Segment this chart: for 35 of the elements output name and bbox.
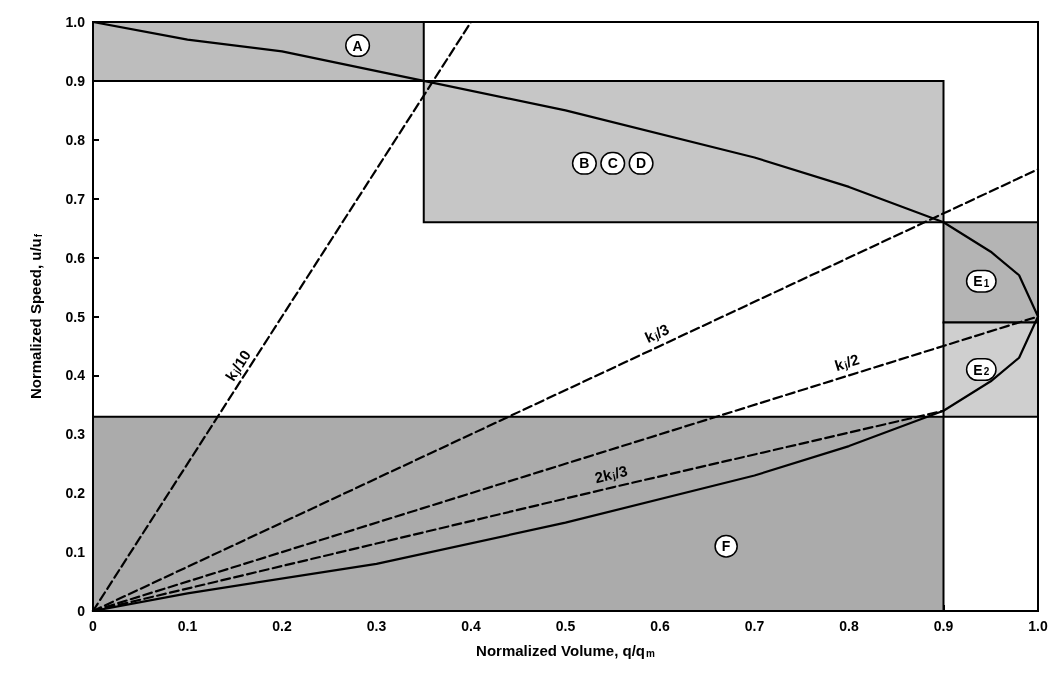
x-tick-label: 0.7: [744, 618, 765, 634]
x-tick-label: 0.6: [650, 618, 670, 634]
y-tick-label: 0.2: [65, 485, 86, 502]
x-tick-label: 0.8: [839, 618, 859, 634]
x-axis-title: Normalized Volume, q/qm: [476, 642, 655, 659]
y-axis-title: Normalized Speed, u/uf: [27, 233, 44, 400]
x-tick-label: 0.2: [272, 618, 292, 634]
annotation: F: [721, 538, 731, 555]
y-tick-label: 0.3: [65, 426, 86, 443]
y-tick-label: 0.9: [65, 72, 86, 89]
x-tick-label: 1.0: [1028, 618, 1048, 634]
x-tick-label: 0.5: [555, 618, 576, 634]
x-tick-label: 0: [89, 618, 98, 634]
annotation: E1: [973, 273, 990, 290]
y-tick-label: 0: [77, 603, 86, 619]
annotation: C: [607, 155, 618, 172]
annotation: D: [636, 155, 647, 172]
annotation: A: [352, 37, 363, 54]
x-tick-label: 0.4: [461, 618, 481, 634]
y-tick-label: 0.8: [65, 131, 86, 148]
x-tick-label: 0.9: [933, 618, 954, 634]
y-tick-label: 0.4: [65, 367, 86, 384]
x-tick-label: 0.3: [366, 618, 387, 634]
y-tick-label: 0.5: [65, 308, 86, 325]
annotation: E2: [973, 361, 990, 378]
text: kj/10: [221, 346, 254, 384]
y-tick-label: 0.1: [65, 544, 86, 561]
text: kj/2: [832, 350, 862, 375]
x-tick-label: 0.1: [177, 618, 198, 634]
text: 2kj/3: [593, 461, 630, 487]
y-tick-label: 0.7: [65, 190, 86, 207]
annotation: B: [579, 155, 590, 172]
text: kj/3: [642, 320, 672, 347]
y-tick-label: 1.0: [65, 14, 86, 30]
y-tick-label: 0.6: [65, 249, 86, 266]
